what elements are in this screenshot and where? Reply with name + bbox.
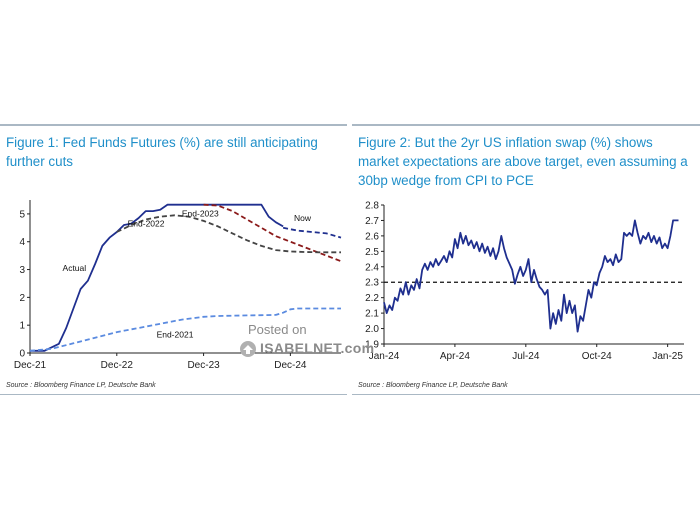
- y-tick-label: 2.4: [365, 262, 379, 273]
- x-tick-label: Dec-21: [14, 360, 47, 371]
- watermark-posted-on: Posted on: [248, 322, 307, 337]
- y-tick-label: 2.6: [365, 231, 379, 242]
- series-line-actual: [30, 203, 284, 352]
- y-tick-label: 2.5: [365, 247, 379, 258]
- y-tick-label: 1.9: [365, 340, 379, 351]
- y-tick-label: 2.0: [365, 324, 379, 335]
- panel-bottom-rule: [0, 394, 347, 395]
- x-tick-label: Oct-24: [582, 351, 612, 362]
- figure-1-panel: Figure 1: Fed Funds Futures (%) are stil…: [0, 124, 347, 398]
- x-tick-label: Jan-24: [369, 351, 400, 362]
- series-line-2yr-us-inflation-swap: [383, 219, 679, 333]
- figure-1-source: Source : Bloomberg Finance LP, Deutsche …: [6, 382, 156, 389]
- series-line-end-2023: [203, 203, 342, 263]
- figure-1-chart: 0 1 2 3 4 5 Dec-21 Dec-22 Dec-23 Dec-24 Actual Now E…: [14, 200, 342, 371]
- figure-2-chart: 1.9 2.0 2.1 2.2 2.3 2.4 2.5 2.6 2.7 2.8 Jan-24 Apr-…: [365, 201, 684, 362]
- series-annotation-label: Now: [294, 213, 312, 223]
- series-annotation-label: End-2023: [182, 209, 219, 219]
- watermark-site: ISABELNET.com: [260, 340, 375, 356]
- x-tick-label: Jul-24: [512, 351, 540, 362]
- x-tick-label: Dec-24: [274, 360, 307, 371]
- panel-bottom-rule: [352, 394, 700, 395]
- x-tick-label: Dec-22: [101, 360, 134, 371]
- x-tick-label: Apr-24: [440, 351, 470, 362]
- y-tick-label: 2.2: [365, 293, 379, 304]
- y-tick-label: 4: [19, 237, 25, 248]
- panel-top-rule: [0, 124, 347, 126]
- y-tick-label: 3: [19, 265, 25, 276]
- figure-1-title: Figure 1: Fed Funds Futures (%) are stil…: [6, 135, 318, 169]
- y-tick-label: 2: [19, 293, 25, 304]
- figure-2-source: Source : Bloomberg Finance LP, Deutsche …: [358, 382, 508, 389]
- panel-top-rule: [352, 124, 700, 126]
- x-tick-label: Jan-25: [652, 351, 683, 362]
- series-line-end-2021: [29, 307, 341, 352]
- y-tick-label: 2.8: [365, 201, 379, 212]
- series-annotation-label: Actual: [63, 263, 87, 273]
- series-annotation-label: End-2021: [157, 330, 194, 340]
- x-tick-label: Dec-23: [187, 360, 220, 371]
- y-tick-label: 1: [19, 321, 25, 332]
- watermark: Posted on ISABELNET.com: [238, 322, 374, 368]
- series-annotation-label: End-2022: [128, 218, 165, 228]
- y-tick-label: 0: [19, 349, 25, 360]
- y-tick-label: 2.7: [365, 216, 379, 227]
- isabelnet-logo-icon: [240, 341, 256, 357]
- figure-2-panel: Figure 2: But the 2yr US inflation swap …: [352, 124, 700, 398]
- series-line-end-2022: [116, 214, 341, 254]
- figure-2-title: Figure 2: But the 2yr US inflation swap …: [358, 135, 688, 188]
- y-tick-label: 2.3: [365, 278, 379, 289]
- y-tick-label: 5: [19, 209, 25, 220]
- series-line-now: [282, 226, 342, 239]
- y-tick-label: 2.1: [365, 309, 379, 320]
